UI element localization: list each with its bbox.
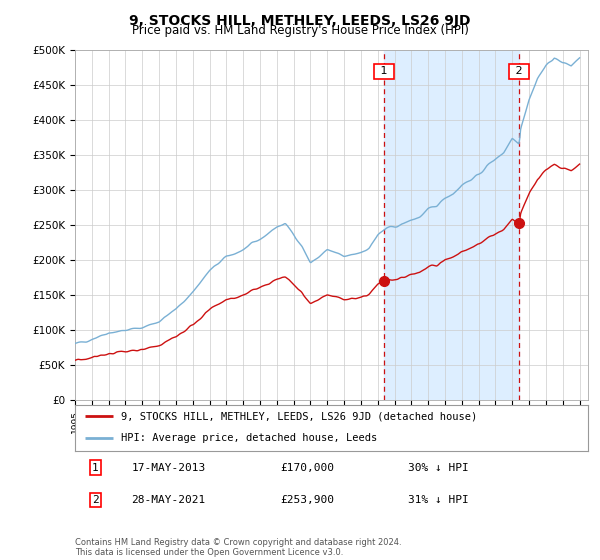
Text: 30% ↓ HPI: 30% ↓ HPI [409,463,469,473]
Text: £253,900: £253,900 [280,495,334,505]
Text: 2: 2 [92,495,99,505]
Text: 1: 1 [92,463,99,473]
Text: 1: 1 [377,67,391,76]
Text: HPI: Average price, detached house, Leeds: HPI: Average price, detached house, Leed… [121,433,377,443]
Text: 2: 2 [512,67,526,76]
Text: Contains HM Land Registry data © Crown copyright and database right 2024.
This d: Contains HM Land Registry data © Crown c… [75,538,401,557]
Text: 28-MAY-2021: 28-MAY-2021 [131,495,206,505]
Text: 31% ↓ HPI: 31% ↓ HPI [409,495,469,505]
Text: Price paid vs. HM Land Registry's House Price Index (HPI): Price paid vs. HM Land Registry's House … [131,24,469,37]
Text: £170,000: £170,000 [280,463,334,473]
Text: 9, STOCKS HILL, METHLEY, LEEDS, LS26 9JD (detached house): 9, STOCKS HILL, METHLEY, LEEDS, LS26 9JD… [121,412,478,421]
Text: 9, STOCKS HILL, METHLEY, LEEDS, LS26 9JD: 9, STOCKS HILL, METHLEY, LEEDS, LS26 9JD [129,14,471,28]
Bar [384,50,519,400]
Text: 17-MAY-2013: 17-MAY-2013 [131,463,206,473]
